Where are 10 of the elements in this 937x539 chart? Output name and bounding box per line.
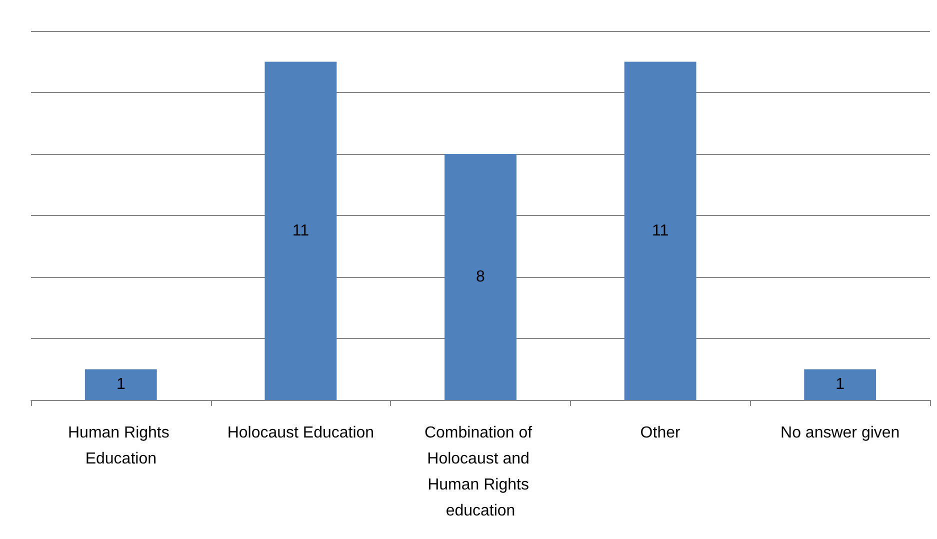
data-label: 1 (836, 376, 845, 394)
x-tick-label: Human Rights Education (68, 424, 174, 468)
x-tick-label: Holocaust Education (227, 424, 374, 442)
data-label: 8 (476, 268, 486, 286)
data-label: 1 (116, 376, 126, 394)
x-tick-label: Combination of Holocaust and Human Rights education (424, 424, 537, 520)
data-label: 11 (652, 222, 669, 240)
data-label: 11 (292, 222, 310, 240)
x-tick-label: No answer given (780, 424, 900, 442)
x-tick-label: Other (640, 424, 681, 442)
